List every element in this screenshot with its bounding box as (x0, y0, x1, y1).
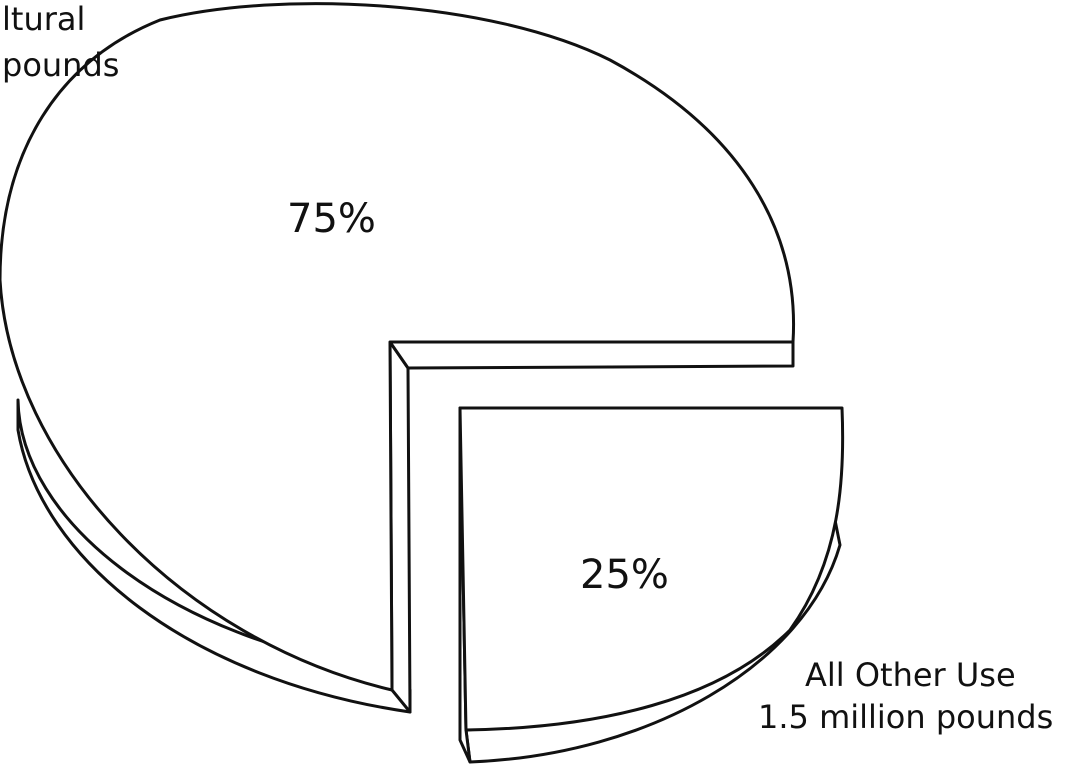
slice-large-name-line-1: ltural (2, 0, 85, 38)
pie-slice-small-face (458, 406, 845, 732)
pie-slice-small (458, 406, 845, 764)
pie-slice-large-face (0, 2, 796, 692)
slice-small-value-label: 25% (580, 552, 669, 598)
slice-small-name-line-2: 1.5 million pounds (758, 698, 1053, 736)
pie-slice-large-top-wall (388, 340, 795, 370)
slice-small-name-line-1: All Other Use (805, 656, 1016, 694)
slice-large-name-line-2: pounds (2, 46, 119, 84)
slice-large-value-label: 75% (287, 196, 376, 242)
pie-slice-large (0, 2, 796, 714)
